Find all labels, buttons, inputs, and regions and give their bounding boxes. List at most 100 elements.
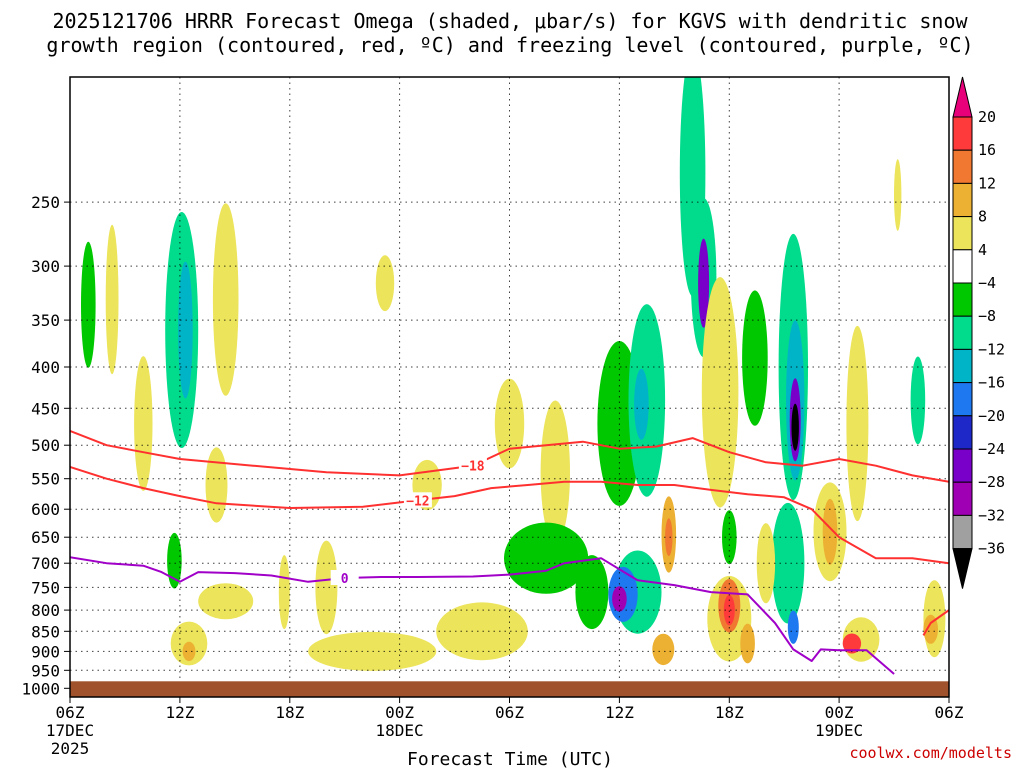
colorbar-label-3: 8 [978,208,987,226]
omega-region-12 [315,540,338,635]
colorbar-top-arrow [952,76,973,118]
omega-region-27 [665,518,673,557]
contour-label-1: −12 [406,494,429,509]
colorbar-segment-5 [952,249,973,284]
colorbar-label-12: −32 [978,506,1005,524]
colorbar-segment-11 [952,448,973,483]
omega-region-9 [182,641,196,662]
x-tick-label-2: 18Z [275,703,304,722]
omega-region-32 [701,277,739,508]
omega-region-50 [842,633,862,654]
omega-shading [81,77,946,671]
omega-region-43 [771,502,805,624]
omega-region-48 [910,356,926,445]
colorbar-segment-9 [952,382,973,417]
chart-title-line1: 2025121706 HRRR Forecast Omega (shaded, … [52,9,968,33]
colorbar-segment-3 [952,182,973,218]
x-tick-label-6: 18Z [715,703,744,722]
omega-region-22 [634,368,649,440]
colorbar-label-8: −16 [978,374,1005,392]
colorbar-label-7: −12 [978,340,1005,358]
colorbar-segment-8 [952,348,973,384]
contour-line-3 [70,556,895,675]
omega-region-38 [722,510,737,565]
contour-label-0: −18 [461,460,485,475]
omega-region-54 [375,255,395,312]
omega-region-19 [575,555,609,630]
contour-label-bg-3 [330,570,359,585]
x-date-label-7: 19DEC [815,721,863,740]
y-tick-label-12: 850 [31,622,60,641]
y-tick-label-13: 900 [31,642,60,661]
x-tick-label-0: 06Z [56,703,85,722]
colorbar-segment-2 [952,149,973,184]
omega-region-18 [503,522,589,594]
omega-region-44 [787,610,799,644]
x-tick-label-8: 06Z [935,703,964,722]
omega-region-52 [923,614,938,644]
y-tick-label-9: 700 [31,554,60,573]
x-tick-label-3: 00Z [385,703,414,722]
omega-region-31 [698,238,710,328]
y-tick-label-0: 250 [31,193,60,212]
surface-ground [70,681,949,697]
y-tick-label-5: 500 [31,436,60,455]
x-date-label-0: 17DEC [46,721,94,740]
colorbar-label-13: −36 [978,540,1005,558]
contour-line-2 [922,609,949,636]
colorbar-segment-7 [952,315,973,350]
x-date-label-3: 18DEC [376,721,424,740]
omega-region-0 [81,241,96,368]
y-tick-label-14: 950 [31,661,60,680]
colorbar-segment-6 [952,282,973,317]
omega-region-10 [198,583,254,620]
omega-region-42 [791,403,799,451]
omega-region-17 [540,400,570,544]
contour-label-bg-0 [458,457,487,473]
y-tick-label-2: 350 [31,311,60,330]
x-tick-label-4: 06Z [495,703,524,722]
omega-region-6 [205,447,228,523]
chart-title-line2: growth region (contoured, red, ºC) and f… [46,33,973,57]
omega-region-4 [178,261,193,399]
x-tick-label-7: 00Z [825,703,854,722]
omega-region-11 [278,555,290,630]
y-tick-label-7: 600 [31,500,60,519]
colorbar-segment-12 [952,481,973,516]
y-tick-label-6: 550 [31,470,60,489]
omega-region-13 [308,631,437,671]
omega-region-1 [105,224,119,375]
y-tick-label-4: 450 [31,399,60,418]
omega-region-2 [134,356,153,491]
colorbar-label-4: 4 [978,241,987,259]
colorbar-label-2: 12 [978,174,996,192]
y-axis: 2503003504004505005506006507007508008509… [21,193,70,698]
credit-text: coolwx.com/modelts [849,744,1012,762]
omega-region-46 [822,498,838,565]
omega-region-35 [723,594,735,626]
x-tick-label-1: 12Z [165,703,194,722]
colorbar-segment-1 [952,116,973,151]
omega-region-47 [846,325,869,522]
omega-region-25 [612,586,627,612]
omega-region-28 [652,633,675,666]
colorbar-bottom-arrow [952,548,973,589]
colorbar-label-5: −4 [978,274,996,292]
y-tick-label-15: 1000 [21,679,60,698]
contour-line-1 [70,466,949,565]
y-tick-label-10: 750 [31,578,60,597]
omega-region-15 [436,602,528,661]
omega-region-5 [212,203,239,396]
omega-region-7 [167,532,182,589]
colorbar: 20 16 12 8 4 −4 −8 −12 −16 −20 −24 −28 −32 −36 [952,76,1005,589]
colorbar-label-1: 16 [978,141,996,159]
contour-label-bg-1 [403,492,432,508]
colorbar-segment-10 [952,415,973,450]
x-axis-label: Forecast Time (UTC) [407,749,613,768]
y-tick-label-8: 650 [31,528,60,547]
colorbar-label-0: 20 [978,108,996,126]
colorbar-segment-13 [952,514,973,550]
y-tick-label-1: 300 [31,257,60,276]
x-tick-label-5: 12Z [605,703,634,722]
